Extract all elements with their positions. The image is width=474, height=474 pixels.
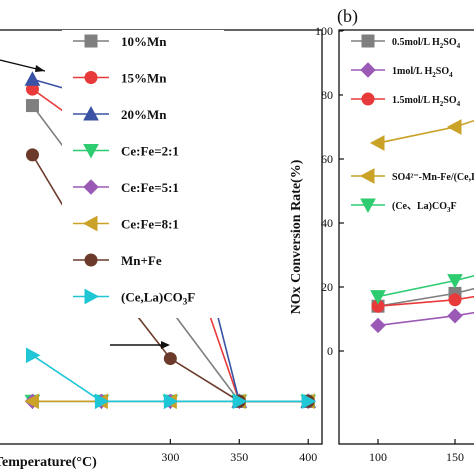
data-point bbox=[370, 290, 386, 305]
panel-b-y-ticks: 0 20 40 60 80 100 bbox=[315, 24, 344, 358]
data-point bbox=[301, 393, 317, 410]
legend-marker bbox=[361, 34, 375, 48]
legend-marker bbox=[361, 92, 375, 106]
legend-item-0-5mol-l-h2so4: 0.5mol/L H2SO4 bbox=[343, 31, 474, 51]
legend-item-1mol-l-h2so4: 1mol/L H2SO4 bbox=[343, 60, 474, 80]
annotation-arrowhead-right bbox=[161, 341, 170, 349]
legend-label: Mn+Fe bbox=[121, 253, 162, 268]
data-point bbox=[25, 148, 39, 162]
legend-marker bbox=[83, 105, 99, 121]
panel-b-legend: 0.5mol/L H2SO4 1mol/L H2SO4 1.5mol/L H2SO4… bbox=[343, 31, 474, 215]
legend-marker bbox=[82, 215, 98, 232]
legend-item-ce-la-co3f: (Ce、La)CO3F bbox=[343, 195, 474, 215]
legend-item-bg bbox=[343, 166, 474, 186]
data-point bbox=[370, 317, 386, 334]
data-point bbox=[25, 99, 39, 113]
data-point bbox=[232, 393, 248, 410]
panel-b-series bbox=[369, 119, 474, 334]
data-point bbox=[163, 352, 177, 366]
data-point bbox=[447, 274, 463, 289]
legend-marker bbox=[84, 34, 98, 48]
panel-a-x-tick-label: 350 bbox=[230, 450, 248, 464]
legend-label: 10%Mn bbox=[121, 34, 167, 49]
panel-a-x-ticks: 300 350 400 bbox=[161, 439, 317, 464]
legend-marker bbox=[84, 288, 100, 305]
panel-b-y-tick-label: 40 bbox=[321, 216, 333, 230]
legend-item-bg bbox=[343, 60, 474, 80]
legend-marker bbox=[84, 253, 98, 267]
legend-label: (Ce、La)CO3F bbox=[392, 201, 457, 214]
legend-label: SO4²⁻-Mn-Fe/(Ce,La)CO3F bbox=[392, 172, 474, 185]
legend-item-ce-fe-8-1: Ce:Fe=8:1 bbox=[73, 215, 179, 232]
series-ce-la-co3f bbox=[25, 347, 317, 410]
panel-b-y-tick-label: 80 bbox=[321, 88, 333, 102]
legend-label: Ce:Fe=8:1 bbox=[121, 217, 179, 232]
data-point bbox=[94, 393, 110, 410]
panel-b-x-tick-label: 150 bbox=[446, 450, 464, 464]
legend-item-mn-fe: Mn+Fe bbox=[73, 253, 162, 268]
panel-b-y-tick-label: 20 bbox=[321, 280, 333, 294]
legend-label: 15%Mn bbox=[121, 71, 167, 86]
data-point bbox=[163, 393, 179, 410]
legend-label: Ce:Fe=5:1 bbox=[121, 180, 179, 195]
legend-item-20-mn: 20%Mn bbox=[73, 105, 167, 122]
panel-b-x-ticks: 100 150 bbox=[369, 439, 464, 464]
panel-b-x-tick-label: 100 bbox=[369, 450, 387, 464]
panel-b-plot-frame bbox=[338, 29, 474, 445]
panel-b-y-tick-label: 0 bbox=[327, 344, 333, 358]
legend-marker bbox=[83, 179, 99, 195]
legend-label: 1mol/L H2SO4 bbox=[392, 66, 453, 79]
legend-label: 0.5mol/L H2SO4 bbox=[392, 37, 461, 50]
legend-item-ce-fe-5-1: Ce:Fe=5:1 bbox=[73, 179, 179, 195]
data-point bbox=[446, 119, 462, 135]
series-1-5mol-l-h2so4 bbox=[371, 293, 474, 313]
panel-b-y-axis-title: NOx Conversion Rate(%) bbox=[289, 159, 304, 314]
panel-b-y-tick-label: 100 bbox=[315, 24, 333, 38]
data-point bbox=[369, 135, 385, 151]
data-point bbox=[25, 347, 41, 364]
panel-a: 300 350 400 10%Mn 15%Mn 20%Mn Ce:Fe=2:1 Ce:Fe=… bbox=[0, 29, 323, 470]
legend-label: 1.5mol/L H2SO4 bbox=[392, 95, 461, 108]
legend-label: 20%Mn bbox=[121, 107, 167, 122]
panel-a-x-tick-label: 400 bbox=[299, 450, 317, 464]
legend-item-15-mn: 15%Mn bbox=[73, 71, 167, 86]
data-point bbox=[447, 308, 463, 324]
legend-item-1-5mol-l-h2so4: 1.5mol/L H2SO4 bbox=[343, 89, 474, 109]
data-point bbox=[448, 293, 462, 307]
legend-item-ce-fe-2-1: Ce:Fe=2:1 bbox=[73, 144, 179, 159]
series-1mol-l-h2so4 bbox=[370, 308, 474, 334]
legend-marker bbox=[360, 62, 376, 78]
legend-item-10-mn: 10%Mn bbox=[73, 34, 167, 49]
legend-item-bg bbox=[343, 195, 474, 215]
legend-marker bbox=[83, 144, 99, 159]
legend-label: (Ce,La)CO3F bbox=[121, 290, 195, 307]
series-so4-mn-fe-ce-la-co3f bbox=[369, 119, 474, 151]
legend-marker bbox=[360, 198, 376, 214]
legend-item-bg bbox=[343, 89, 474, 109]
data-point bbox=[24, 71, 41, 86]
legend-marker bbox=[84, 71, 98, 84]
legend-label: Ce:Fe=2:1 bbox=[121, 144, 179, 159]
legend-item-ce-la-co3f: (Ce,La)CO3F bbox=[73, 288, 195, 307]
panel-b: (b) 0 20 40 60 80 100 100 150 0.5mol/L H2SO4 1m… bbox=[289, 6, 474, 464]
series-ce-la-co3f bbox=[370, 274, 474, 305]
data-point bbox=[24, 393, 39, 410]
panel-b-label: (b) bbox=[337, 6, 358, 27]
legend-item-bg bbox=[343, 31, 474, 51]
panel-a-x-axis-title: Temperature(°C) bbox=[0, 455, 97, 470]
legend-item-so4-mn-fe-ce-la-co3f: SO4²⁻-Mn-Fe/(Ce,La)CO3F bbox=[343, 166, 474, 186]
panel-b-y-tick-label: 60 bbox=[321, 152, 333, 166]
panel-a-legend: 10%Mn 15%Mn 20%Mn Ce:Fe=2:1 Ce:Fe=5:1 Ce:Fe=8… bbox=[62, 30, 224, 318]
legend-marker bbox=[359, 168, 375, 184]
panel-a-x-tick-label: 300 bbox=[161, 450, 179, 464]
annotation-arrowhead-top bbox=[35, 65, 45, 72]
